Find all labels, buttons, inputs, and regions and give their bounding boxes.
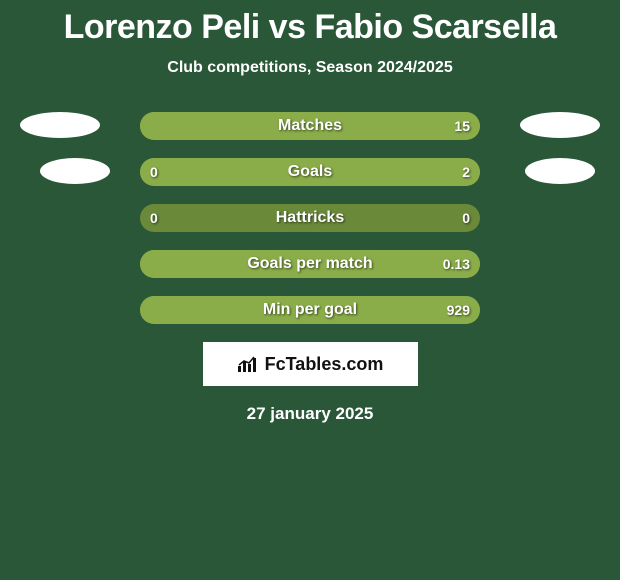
stat-label: Min per goal — [140, 296, 480, 324]
stat-bar-row: 0Goals2 — [140, 158, 480, 186]
stat-value-right: 15 — [454, 112, 470, 140]
avatar-placeholder — [20, 112, 100, 138]
stat-value-right: 2 — [462, 158, 470, 186]
comparison-infographic: Lorenzo Peli vs Fabio Scarsella Club com… — [0, 0, 620, 424]
avatar-placeholder — [40, 158, 110, 184]
stat-label: Goals — [140, 158, 480, 186]
chart-icon — [237, 355, 259, 373]
stat-bar-row: Min per goal929 — [140, 296, 480, 324]
stat-bars: Matches150Goals20Hattricks0Goals per mat… — [140, 112, 480, 324]
stat-label: Hattricks — [140, 204, 480, 232]
subtitle: Club competitions, Season 2024/2025 — [0, 59, 620, 77]
stat-value-right: 0 — [462, 204, 470, 232]
watermark-badge: FcTables.com — [203, 342, 418, 386]
stat-bar-row: Matches15 — [140, 112, 480, 140]
date-text: 27 january 2025 — [0, 404, 620, 424]
avatar-placeholder — [520, 112, 600, 138]
player-left-avatars — [20, 112, 110, 204]
stat-bar-row: 0Hattricks0 — [140, 204, 480, 232]
stat-label: Goals per match — [140, 250, 480, 278]
stat-value-right: 929 — [447, 296, 470, 324]
stat-value-right: 0.13 — [443, 250, 470, 278]
stat-label: Matches — [140, 112, 480, 140]
stat-bar-row: Goals per match0.13 — [140, 250, 480, 278]
player-right-avatars — [520, 112, 600, 204]
avatar-placeholder — [525, 158, 595, 184]
watermark-text: FcTables.com — [265, 354, 384, 375]
chart-area: Matches150Goals20Hattricks0Goals per mat… — [0, 112, 620, 324]
page-title: Lorenzo Peli vs Fabio Scarsella — [0, 0, 620, 47]
